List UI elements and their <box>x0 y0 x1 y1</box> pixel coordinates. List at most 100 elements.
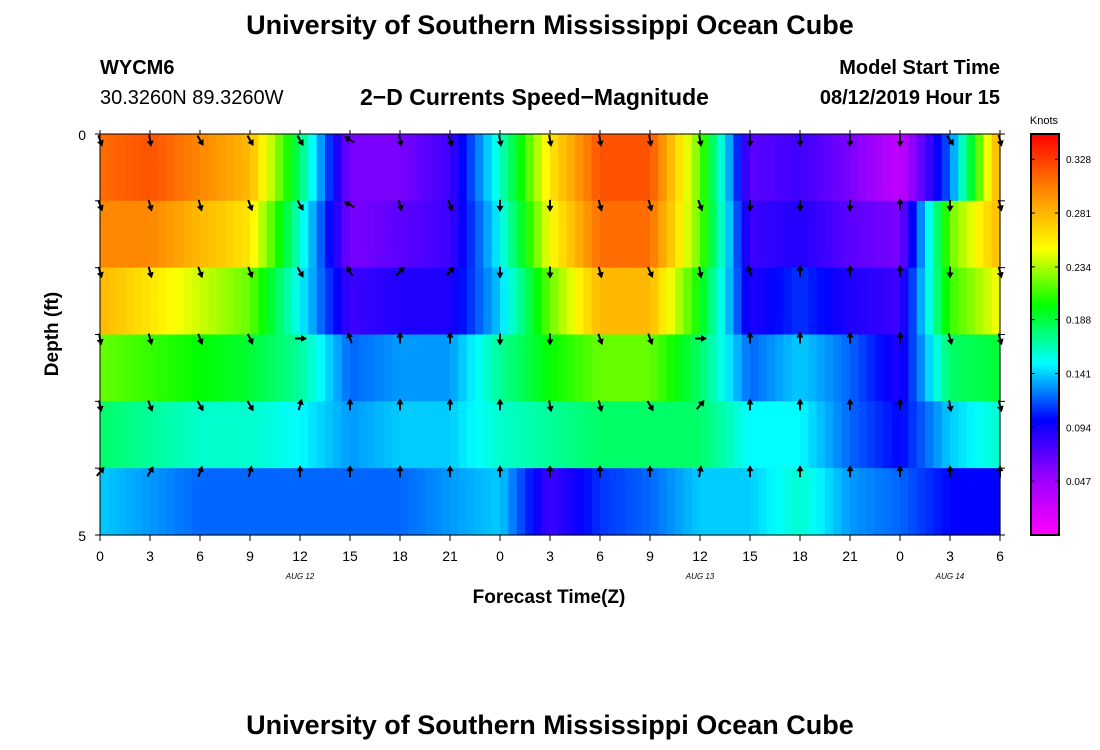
heatmap-cell <box>841 200 851 269</box>
heatmap-cell <box>558 401 568 469</box>
heatmap-cell <box>858 334 868 402</box>
heatmap-cell <box>633 468 643 536</box>
heatmap-cell <box>641 200 651 269</box>
heatmap-cell <box>616 468 626 536</box>
heatmap-cell <box>750 134 759 202</box>
heatmap-cell <box>533 134 543 202</box>
heatmap-cell <box>725 267 734 336</box>
heatmap-cell <box>150 334 159 402</box>
heatmap-cell <box>725 200 734 269</box>
heatmap-cell <box>966 468 976 536</box>
heatmap-cell <box>800 200 809 269</box>
heatmap-cell <box>558 134 568 202</box>
heatmap-cell <box>991 334 1001 402</box>
heatmap-cell <box>608 134 618 202</box>
heatmap-cell <box>491 200 501 269</box>
heatmap-cell <box>825 134 834 202</box>
heatmap-cell <box>300 334 309 402</box>
direction-arrow <box>246 400 254 412</box>
heatmap-cell <box>133 401 143 469</box>
heatmap-cell <box>608 334 618 402</box>
heatmap-cell <box>808 200 818 269</box>
heatmap-cell <box>966 134 976 202</box>
heatmap-cell <box>666 334 676 402</box>
heatmap-cell <box>891 334 901 402</box>
heatmap-cell <box>891 401 901 469</box>
heatmap-cell <box>275 200 284 269</box>
heatmap-cell <box>491 401 501 469</box>
heatmap-cell <box>316 401 326 469</box>
direction-arrow <box>696 266 704 279</box>
heatmap-cell <box>791 401 801 469</box>
heatmap-cell <box>358 334 368 402</box>
heatmap-cell <box>616 334 626 402</box>
heatmap-cell <box>841 267 851 336</box>
direction-arrow <box>146 466 154 477</box>
direction-arrow <box>695 335 707 342</box>
direction-arrow <box>846 465 854 478</box>
x-axis-label: Forecast Time(Z) <box>473 587 626 608</box>
heatmap-cell <box>141 334 151 402</box>
heatmap-cell <box>825 401 834 469</box>
heatmap-cell <box>116 134 126 202</box>
colorbar-tick-label: 0.047 <box>1066 477 1091 488</box>
heatmap-cell <box>850 334 859 402</box>
heatmap-cell <box>283 134 293 202</box>
heatmap-cell <box>841 134 851 202</box>
heatmap-cell <box>575 468 584 536</box>
heatmap-cell <box>575 200 584 269</box>
direction-arrow <box>295 335 307 342</box>
colorbar-tick-label: 0.094 <box>1066 423 1091 434</box>
heatmap-cell <box>891 200 901 269</box>
heatmap-cell <box>125 468 134 536</box>
heatmap-cell <box>141 401 151 469</box>
colorbar-tick-label: 0.281 <box>1066 209 1091 220</box>
heatmap-cell <box>525 267 534 336</box>
heatmap-cell <box>233 134 243 202</box>
heatmap-cell <box>900 401 909 469</box>
heatmap-cell <box>725 334 734 402</box>
heatmap-cell <box>550 468 559 536</box>
heatmap-cell <box>700 200 709 269</box>
heatmap-cell <box>116 468 126 536</box>
heatmap-cell <box>916 468 926 536</box>
heatmap-cell <box>575 334 584 402</box>
heatmap-cell <box>691 334 701 402</box>
heatmap-cell <box>858 267 868 336</box>
heatmap-cell <box>233 468 243 536</box>
heatmap-cell <box>541 267 551 336</box>
heatmap-cell <box>866 468 876 536</box>
heatmap-cell <box>225 267 234 336</box>
direction-arrow <box>346 465 354 478</box>
chart-subtitle: 2−D Currents Speed−Magnitude <box>360 84 709 110</box>
heatmap-cell <box>325 334 334 402</box>
heatmap-cell <box>808 334 818 402</box>
model-start-label: Model Start Time <box>839 57 1000 79</box>
heatmap-cell <box>558 267 568 336</box>
date-label: AUG 12 <box>285 572 315 581</box>
heatmap-cell <box>800 134 809 202</box>
heatmap-cell <box>250 267 259 336</box>
heatmap-cell <box>158 134 168 202</box>
heatmap-cell <box>816 468 826 536</box>
heatmap-cell <box>366 334 376 402</box>
heatmap-cell <box>166 334 176 402</box>
heatmap-cell <box>391 401 401 469</box>
heatmap-cell <box>191 334 201 402</box>
direction-arrow <box>746 265 753 277</box>
heatmap-cell <box>716 134 726 202</box>
heatmap-cell <box>900 267 909 336</box>
heatmap-cell <box>325 468 334 536</box>
heatmap-cell <box>150 134 159 202</box>
heatmap-cell <box>391 468 401 536</box>
heatmap-cell <box>741 134 751 202</box>
heatmap-cell <box>225 468 234 536</box>
direction-arrows <box>96 134 1004 478</box>
heatmap-cell <box>600 267 609 336</box>
heatmap-cell <box>291 267 301 336</box>
heatmap-cell <box>591 200 601 269</box>
x-tick-label: 12 <box>292 548 308 564</box>
heatmap-cell <box>966 401 976 469</box>
direction-arrow <box>396 331 404 344</box>
heatmap-cell <box>691 267 701 336</box>
